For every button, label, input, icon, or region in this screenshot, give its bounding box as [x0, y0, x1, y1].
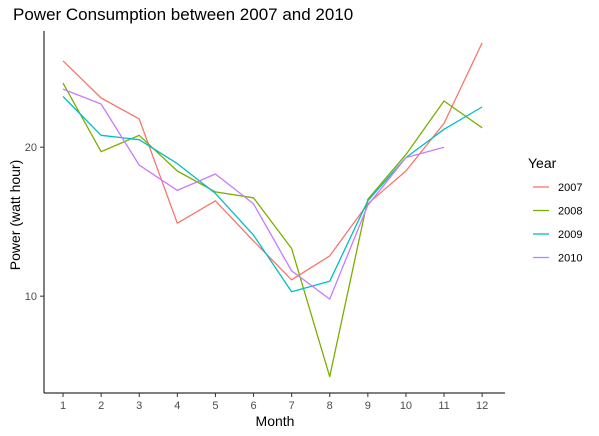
series-line-2009 [62, 96, 483, 293]
x-tick-label: 7 [289, 400, 295, 412]
y-tick-label: 10 [25, 291, 37, 303]
x-tick-label: 4 [174, 400, 180, 412]
series-line-2007 [62, 42, 483, 281]
x-tick-label: 9 [365, 400, 371, 412]
x-tick-label: 2 [98, 400, 104, 412]
y-axis-title: Power (watt hour) [7, 160, 23, 270]
x-axis-ticks: 1 2 3 4 5 6 7 8 9 10 11 12 [60, 393, 488, 412]
x-tick-label: 11 [438, 400, 449, 412]
legend-label-2007: 2007 [558, 182, 582, 194]
legend-label-2008: 2008 [558, 206, 582, 218]
legend-title: Year [528, 155, 557, 171]
x-tick-label: 10 [400, 400, 412, 412]
x-tick-label: 3 [136, 400, 142, 412]
legend-label-2010: 2010 [558, 253, 582, 265]
chart-title: Power Consumption between 2007 and 2010 [13, 5, 353, 24]
x-tick-label: 8 [327, 400, 333, 412]
x-tick-label: 5 [212, 400, 218, 412]
x-tick-label: 12 [476, 400, 488, 412]
x-axis-title: Month [256, 413, 295, 429]
x-tick-label: 6 [250, 400, 256, 412]
series-line-2010 [62, 88, 445, 300]
legend-label-2009: 2009 [558, 229, 582, 241]
series-line-2008 [62, 82, 483, 378]
y-tick-label: 20 [25, 142, 37, 154]
legend: Year 2007 2008 2009 2010 [528, 155, 582, 265]
x-tick-label: 1 [60, 400, 66, 412]
y-axis-ticks: 10 20 [25, 142, 44, 303]
series-lines [62, 42, 483, 378]
